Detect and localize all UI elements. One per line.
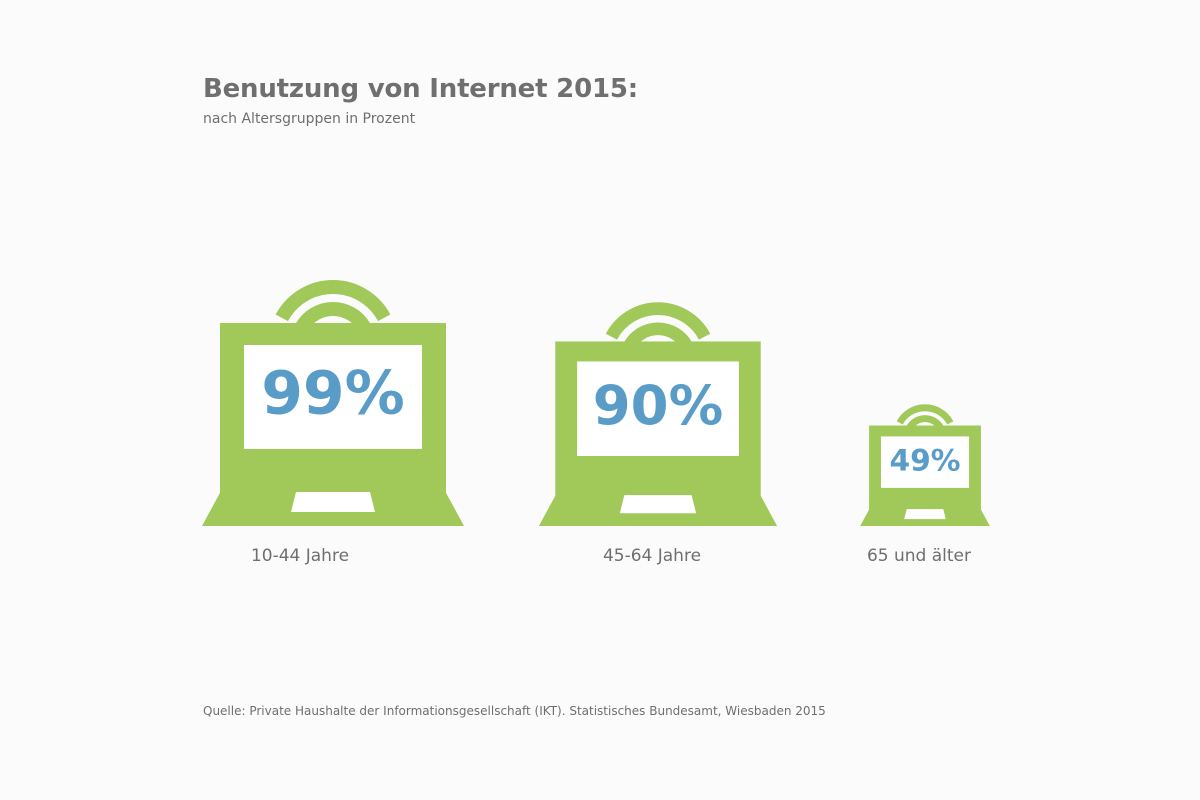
wifi-arc-inner-icon [906, 415, 944, 430]
wifi-arc-inner-icon [624, 322, 692, 349]
chart-title: Benutzung von Internet 2015: [203, 74, 638, 104]
laptop-icon: 90% 45-64 Jahre [538, 302, 778, 566]
wifi-arc-outer-icon [605, 302, 711, 340]
laptop-touchpad [619, 495, 697, 514]
value-label: 49% [889, 444, 960, 479]
chart-subtitle: nach Altersgruppen in Prozent [203, 111, 416, 127]
category-label: 10-44 Jahre [251, 546, 349, 566]
category-label: 65 und älter [867, 546, 971, 566]
laptop-screen [880, 436, 970, 488]
wifi-arc-outer-icon [896, 404, 954, 425]
laptop-touchpad [904, 509, 946, 520]
laptop-icon: 49% 65 und älter [860, 404, 990, 566]
laptop-screen [577, 361, 739, 456]
laptop-icon: 99% 10-44 Jahre [202, 280, 464, 566]
value-label: 90% [593, 373, 723, 437]
wifi-arc-outer-icon [275, 280, 391, 322]
laptop-touchpad [291, 492, 375, 512]
value-label: 99% [261, 359, 405, 429]
chart-marks: 99% 10-44 Jahre 90% 45-64 Jahre 49% 65 und äl… [202, 280, 990, 566]
source-note: Quelle: Private Haushalte der Informatio… [203, 704, 826, 718]
category-label: 45-64 Jahre [603, 546, 701, 566]
laptop-screen [244, 345, 422, 449]
wifi-arc-inner-icon [295, 301, 371, 331]
